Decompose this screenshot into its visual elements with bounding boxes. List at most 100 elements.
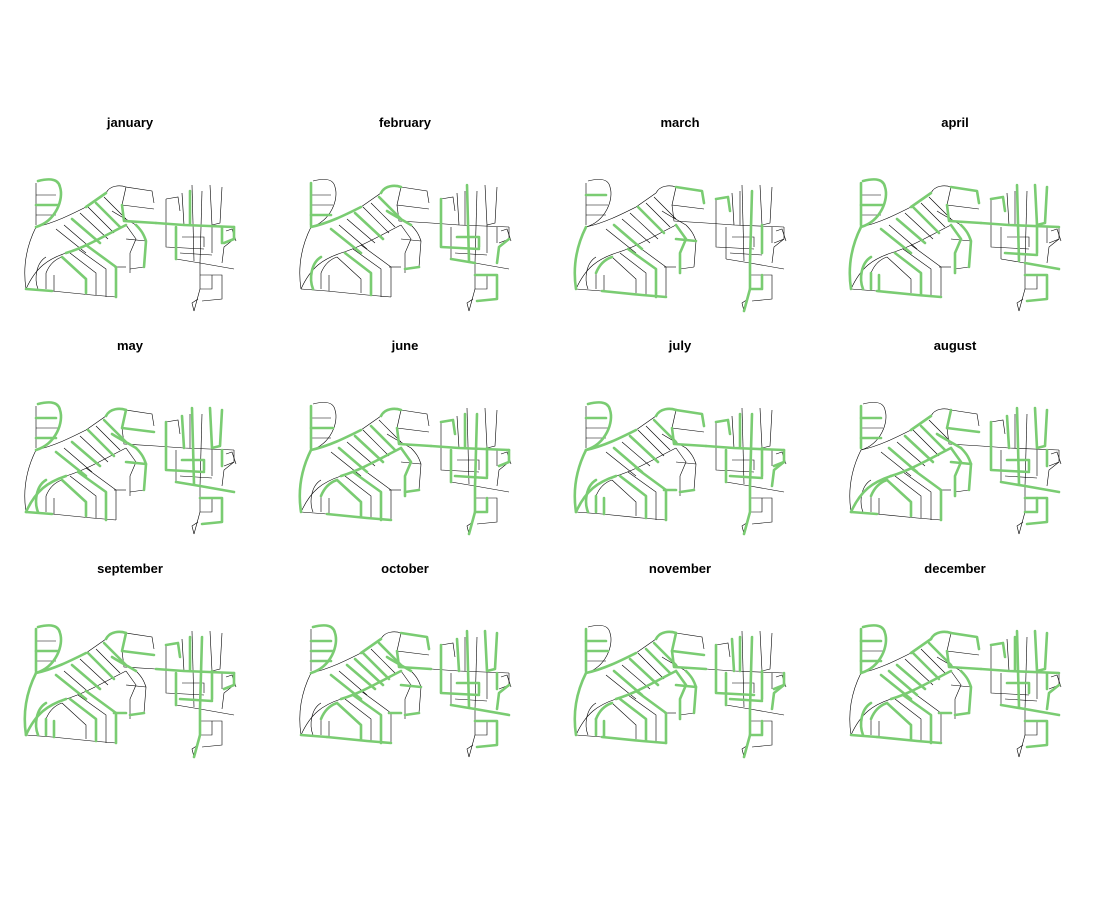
- street-segment: [320, 256, 338, 274]
- street-segment: [1025, 498, 1038, 513]
- street-segment: [575, 288, 603, 292]
- street-segment: [732, 682, 755, 693]
- street-segment: [1007, 236, 1030, 247]
- street-segment: [896, 441, 926, 467]
- highlighted-street-segment: [353, 657, 385, 687]
- street-segment: [221, 461, 235, 487]
- street-segment: [920, 648, 946, 674]
- street-segment: [95, 648, 121, 674]
- street-segment: [615, 447, 677, 477]
- street-segment: [51, 736, 117, 744]
- street-segment: [725, 704, 751, 710]
- street-segment: [193, 486, 201, 535]
- highlighted-street-segment: [1015, 183, 1021, 263]
- panel-title: february: [378, 115, 432, 130]
- highlighted-street-segment: [885, 701, 913, 741]
- street-segment: [85, 467, 117, 520]
- highlighted-street-segment: [1033, 183, 1049, 227]
- highlighted-street-segment: [329, 227, 363, 255]
- highlighted-street-segment: [34, 478, 48, 514]
- street-segment: [165, 199, 205, 250]
- street-segment: [165, 419, 181, 435]
- street-segment: [300, 288, 328, 292]
- street-segment: [25, 252, 67, 290]
- street-segment: [77, 248, 107, 297]
- highlighted-street-segment: [102, 418, 128, 444]
- highlighted-street-segment: [325, 735, 393, 745]
- map-panel-february: february: [275, 115, 535, 315]
- street-segment: [51, 290, 117, 298]
- highlighted-street-segment: [959, 446, 973, 492]
- highlighted-street-segment: [104, 630, 128, 641]
- highlighted-street-segment: [495, 237, 511, 265]
- street-segment: [605, 674, 637, 700]
- street-segment: [902, 471, 932, 520]
- highlighted-street-segment: [345, 663, 377, 691]
- street-segment: [484, 184, 498, 226]
- street-segment: [870, 256, 888, 274]
- highlighted-street-segment: [674, 408, 706, 428]
- street-segment: [715, 642, 731, 658]
- highlighted-street-segment: [574, 474, 618, 514]
- highlighted-street-segment: [714, 195, 732, 213]
- highlighted-street-segment: [875, 735, 943, 745]
- highlighted-street-segment: [895, 217, 927, 245]
- street-segment: [474, 262, 510, 270]
- street-segment: [77, 694, 107, 743]
- highlighted-street-segment: [885, 478, 913, 518]
- street-segment: [1006, 192, 1010, 226]
- street-segment: [621, 218, 651, 244]
- street-segment: [179, 475, 213, 479]
- street-segment: [910, 244, 942, 297]
- highlighted-street-segment: [128, 711, 146, 717]
- street-segment: [475, 721, 488, 736]
- highlighted-street-segment: [1005, 458, 1031, 472]
- highlighted-street-segment: [770, 683, 786, 711]
- street-segment: [79, 658, 109, 686]
- highlighted-street-segment: [299, 733, 329, 739]
- highlighted-street-segment: [403, 711, 421, 717]
- highlighted-street-segment: [1003, 251, 1039, 257]
- street-segment: [870, 496, 880, 514]
- street-segment: [199, 708, 235, 716]
- street-segment: [380, 631, 402, 640]
- street-segment: [454, 252, 488, 256]
- street-segment: [175, 258, 201, 264]
- highlighted-street-segment: [473, 496, 489, 514]
- highlighted-street-segment: [748, 412, 754, 488]
- highlighted-street-segment: [887, 446, 919, 474]
- highlighted-street-segment: [626, 247, 658, 299]
- map-panel-may: may: [0, 338, 260, 538]
- highlighted-street-segment: [174, 480, 202, 488]
- street-segment: [45, 479, 63, 497]
- highlighted-street-segment: [473, 707, 511, 717]
- street-segment: [193, 263, 201, 312]
- street-segment: [1046, 238, 1060, 264]
- highlighted-street-segment: [455, 235, 481, 249]
- street-segment: [400, 409, 430, 427]
- street-segment: [1016, 521, 1024, 535]
- street-segment: [725, 481, 751, 487]
- highlighted-street-segment: [399, 683, 423, 689]
- highlighted-street-segment: [949, 223, 963, 275]
- highlighted-street-segment: [652, 641, 678, 667]
- highlighted-street-segment: [979, 667, 1061, 675]
- street-segment: [679, 712, 695, 716]
- street-segment: [725, 258, 751, 264]
- highlighted-street-segment: [104, 407, 128, 418]
- street-segment: [679, 266, 695, 270]
- street-segment: [685, 447, 697, 491]
- highlighted-street-segment: [670, 649, 708, 671]
- highlighted-street-segment: [1005, 681, 1031, 695]
- highlighted-street-segment: [909, 191, 933, 209]
- street-segment: [621, 441, 651, 467]
- highlighted-street-segment: [120, 203, 158, 225]
- highlighted-street-segment: [728, 474, 764, 480]
- highlighted-street-segment: [849, 474, 893, 514]
- highlighted-street-segment: [859, 701, 873, 737]
- street-segment: [344, 698, 372, 741]
- highlighted-street-segment: [742, 261, 752, 313]
- street-segment: [1050, 674, 1062, 688]
- street-segment: [1025, 274, 1048, 302]
- street-network-map: [573, 625, 787, 759]
